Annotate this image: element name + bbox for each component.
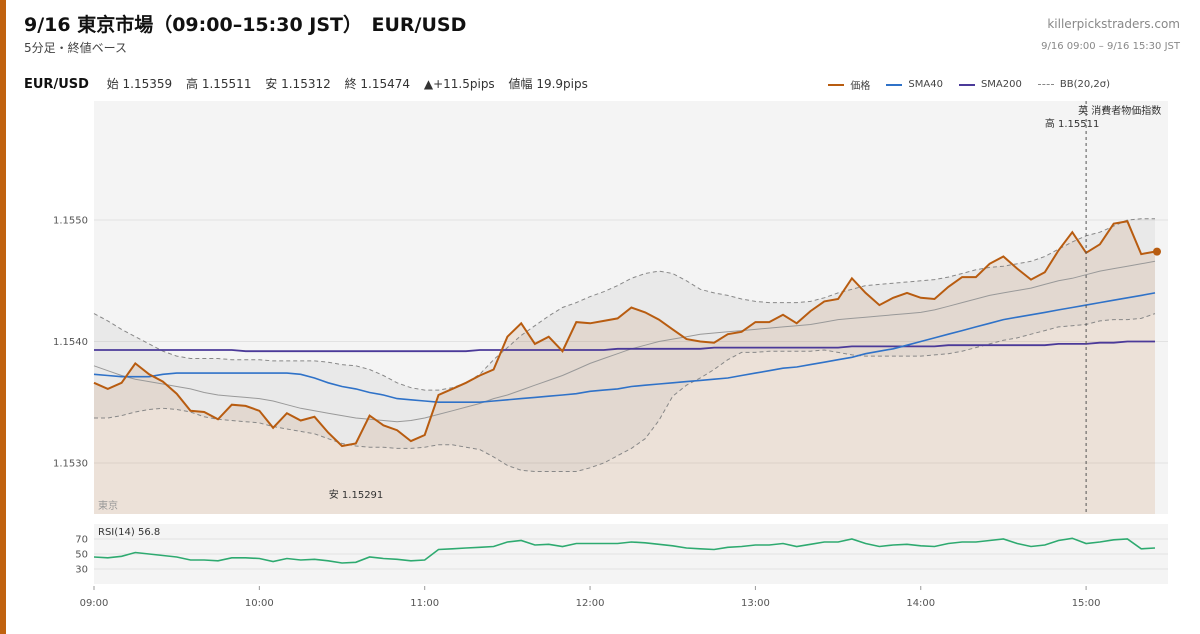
pair-label: EUR/USD [24, 77, 89, 92]
open-stat: 始 1.15359 [106, 77, 173, 91]
date-range: 9/16 09:00 – 9/16 15:30 JST [1041, 41, 1180, 52]
y-axis-ticks: 1.1530 1.1540 1.1550 [53, 216, 88, 470]
price-area-fill [94, 221, 1155, 515]
legend-label-price: 価格 [850, 81, 871, 92]
y-tick-label: 1.1540 [53, 337, 88, 348]
legend-swatch-bb [1037, 84, 1054, 85]
x-axis-ticks: 09:00 10:00 11:00 12:00 13:00 14:00 15:00 [80, 586, 1101, 609]
high-label: 高 1.15511 [1045, 117, 1100, 130]
rsi-tick-label: 50 [75, 550, 88, 561]
session-label: 東京 [98, 499, 118, 512]
x-tick-label: 14:00 [906, 598, 935, 609]
accent-bar [0, 0, 6, 634]
y-tick-label: 1.1550 [53, 216, 88, 227]
chart-subtitle: 5分足・終値ベース [24, 41, 128, 55]
legend-swatch-sma200 [958, 83, 975, 86]
rsi-axis-ticks: 70 50 30 [75, 535, 88, 576]
bollinger-lower-line [94, 313, 1156, 472]
sma40-line [93, 292, 1156, 403]
low-label: 安 1.15291 [329, 488, 384, 501]
width-stat: 値幅 19.9pips [508, 77, 588, 91]
low-stat: 安 1.15312 [265, 77, 331, 91]
x-tick-label: 12:00 [576, 598, 605, 609]
rsi-tick-label: 70 [75, 535, 88, 546]
legend-item-bb: BB(20,2σ) [1037, 79, 1110, 90]
legend-label-sma200: SMA200 [980, 79, 1022, 90]
x-tick-label: 10:00 [245, 598, 274, 609]
x-tick-label: 15:00 [1072, 598, 1101, 609]
legend: 価格 SMA40 SMA200 BB(20,2σ) [828, 77, 1110, 92]
legend-label-bb: BB(20,2σ) [1059, 79, 1110, 90]
x-tick-label: 09:00 [80, 598, 109, 609]
chart-title: 9/16 東京市場（09:00–15:30 JST） EUR/USD [24, 14, 467, 36]
x-tick-label: 11:00 [410, 598, 439, 609]
legend-swatch-sma40 [886, 83, 903, 86]
event-label: 英 消費者物価指数 [1078, 104, 1161, 117]
rsi-label: RSI(14) 56.8 [98, 527, 160, 538]
rsi-line [93, 537, 1156, 564]
change-stat: ▲+11.5pips [423, 77, 495, 91]
close-stat: 終 1.15474 [344, 77, 411, 91]
bollinger-middle-line [93, 260, 1156, 423]
legend-swatch-price [828, 83, 845, 86]
legend-item-sma200: SMA200 [958, 79, 1022, 90]
ohlc-stats: EUR/USD 始 1.15359 高 1.15511 安 1.15312 終 … [24, 75, 598, 92]
x-tick-label: 13:00 [741, 598, 770, 609]
bollinger-band-fill [94, 218, 1155, 472]
price-line [93, 220, 1156, 448]
high-stat: 高 1.15511 [186, 77, 252, 91]
sma200-line [94, 340, 1155, 353]
site-name: killerpickstraders.com [1047, 17, 1180, 31]
y-tick-label: 1.1530 [53, 458, 88, 469]
legend-item-sma40: SMA40 [886, 79, 943, 90]
legend-item-price: 価格 [828, 77, 870, 92]
legend-label-sma40: SMA40 [908, 79, 943, 90]
main-grid [94, 219, 1168, 464]
rsi-tick-label: 30 [75, 565, 88, 576]
rsi-grid [94, 538, 1168, 570]
last-price-marker [1153, 247, 1161, 256]
